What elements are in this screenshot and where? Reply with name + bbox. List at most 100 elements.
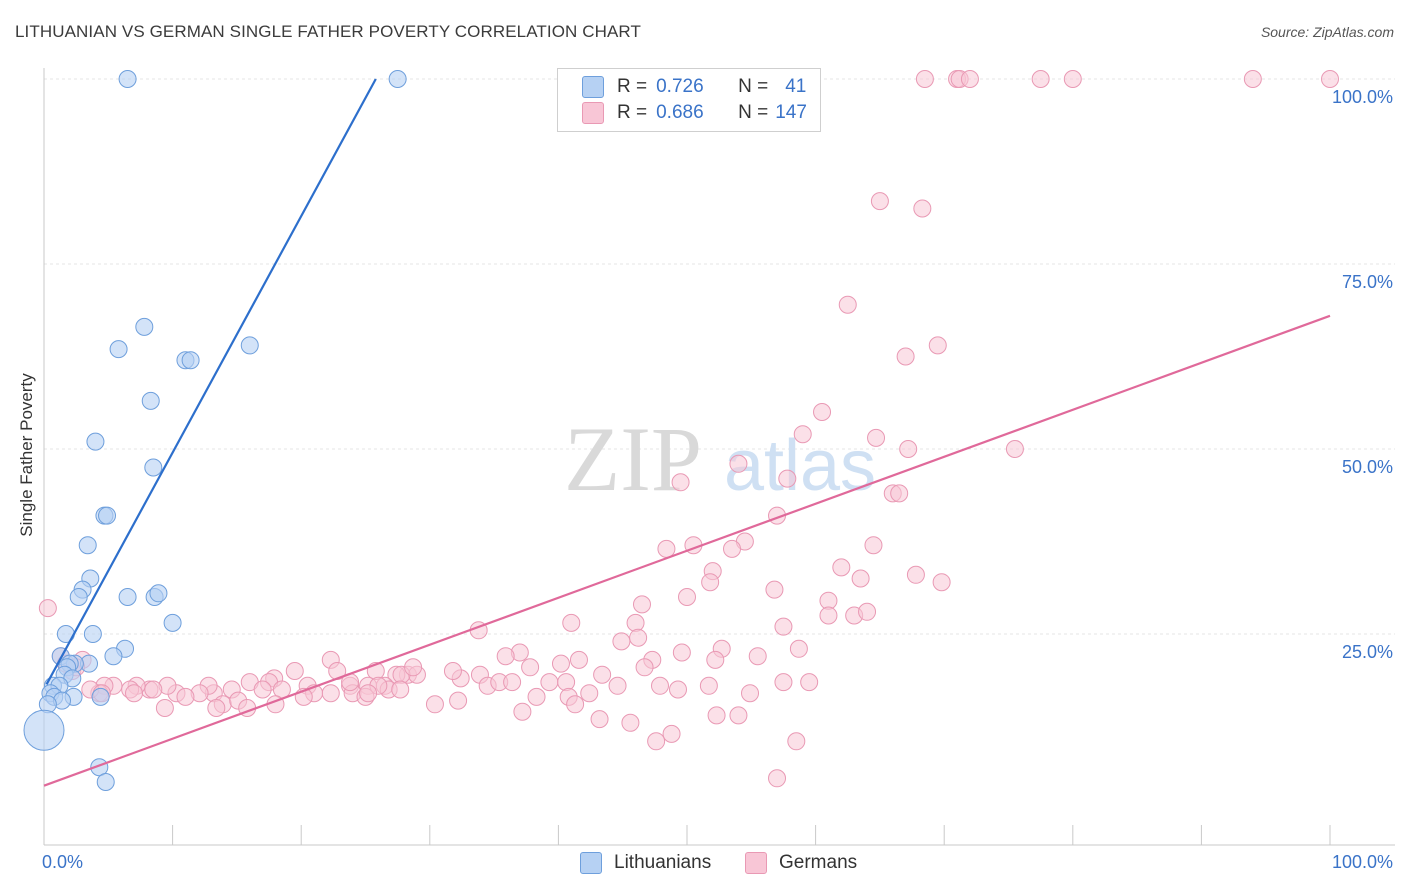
data-point-germans [832, 558, 851, 577]
legend-row-germans: R = 0.686 N = 147 [582, 100, 807, 126]
legend-n-value: 147 [775, 102, 807, 123]
legend-swatch-germans [582, 102, 604, 124]
data-point-germans [527, 687, 546, 706]
data-point-germans [890, 484, 909, 503]
data-point-germans [701, 573, 720, 592]
data-point-germans [858, 602, 877, 621]
data-point-germans [144, 680, 163, 699]
data-point-germans [207, 699, 226, 717]
data-point-germans [789, 639, 808, 658]
data-point-germans [729, 454, 748, 473]
data-point-lithuanians [109, 340, 128, 359]
data-point-lithuanians [181, 351, 200, 370]
series-swatch-lithuanians [580, 852, 602, 874]
data-point-germans [359, 684, 378, 703]
data-point-germans [443, 662, 462, 680]
data-point-germans [774, 673, 793, 692]
data-point-germans [1005, 440, 1024, 458]
data-point-germans [813, 403, 832, 421]
data-point-germans [566, 695, 585, 714]
data-point-germans [404, 658, 423, 677]
y-tick-label: 75.0% [1341, 272, 1393, 292]
data-point-germans [1031, 70, 1050, 88]
data-point-germans [662, 724, 681, 743]
data-point-lithuanians [144, 458, 163, 477]
data-point-lithuanians [91, 687, 110, 706]
data-point-germans [906, 565, 925, 584]
y-tick-label: 25.0% [1341, 642, 1393, 662]
data-point-germans [590, 710, 609, 729]
data-point-germans [125, 684, 144, 703]
data-point-germans [632, 595, 651, 614]
data-point-germans [896, 347, 915, 366]
data-point-germans [285, 662, 304, 680]
data-point-germans [1243, 70, 1262, 88]
data-point-germans [774, 617, 793, 636]
data-point-germans [899, 440, 918, 458]
legend-n-label: N = [738, 102, 769, 123]
series-legend-germans[interactable]: Germans [745, 852, 857, 874]
data-point-lithuanians-cluster [23, 709, 65, 751]
data-point-lithuanians [86, 432, 105, 451]
legend-r-value: 0.686 [656, 102, 704, 123]
data-point-lithuanians [163, 613, 182, 632]
watermark: ZIP atlas [564, 408, 876, 510]
data-point-germans [723, 539, 742, 558]
data-point-germans [635, 658, 654, 677]
y-tick-label: 50.0% [1341, 457, 1393, 477]
data-point-lithuanians [98, 506, 117, 525]
x-tick-label-min: 0.0% [42, 852, 84, 872]
data-point-germans [557, 673, 576, 692]
y-tick-label: 100.0% [1331, 87, 1393, 107]
data-point-germans [838, 295, 857, 314]
x-tick-label-max: 100.0% [1331, 852, 1393, 872]
series-legend-label: Germans [779, 852, 858, 873]
data-point-germans [707, 706, 726, 725]
data-point-germans [778, 469, 797, 488]
data-point-germans [1063, 70, 1082, 88]
data-point-germans [706, 650, 725, 669]
data-point-germans [672, 643, 691, 662]
source-credit: Source: ZipAtlas.com [1260, 24, 1394, 40]
data-point-lithuanians [388, 70, 407, 88]
data-point-germans [425, 695, 444, 714]
legend-r-label: R = [617, 76, 648, 97]
data-point-germans [580, 684, 599, 703]
data-point-germans [503, 673, 522, 692]
data-point-germans [608, 676, 627, 695]
data-point-germans [176, 687, 195, 706]
data-point-germans [915, 70, 934, 88]
data-point-germans [699, 676, 718, 695]
data-point-lithuanians [135, 317, 154, 336]
data-point-lithuanians [118, 588, 137, 606]
data-point-germans [768, 769, 787, 788]
data-point-germans [678, 588, 696, 606]
data-point-germans [612, 632, 631, 651]
data-point-germans [787, 732, 806, 751]
data-point-lithuanians [141, 391, 160, 410]
data-point-lithuanians [96, 773, 115, 791]
data-point-germans [1321, 70, 1339, 88]
data-point-germans [513, 702, 532, 721]
data-point-germans [647, 732, 666, 751]
data-point-germans [867, 428, 886, 447]
data-point-germans [819, 606, 838, 625]
legend-swatch-lithuanians [582, 76, 604, 98]
data-point-lithuanians [69, 588, 88, 606]
series-legend-label: Lithuanians [614, 852, 712, 873]
data-point-germans [155, 699, 174, 717]
data-point-germans [569, 650, 588, 669]
data-point-germans [671, 473, 690, 492]
gridlines [44, 78, 1395, 635]
data-point-germans [657, 539, 676, 558]
series-swatch-germans [745, 852, 767, 874]
data-point-germans [629, 628, 648, 647]
data-point-germans [668, 680, 687, 699]
data-point-germans [593, 665, 612, 684]
data-point-germans [851, 569, 870, 588]
legend-r-label: R = [617, 102, 648, 123]
data-point-germans [391, 680, 410, 699]
data-point-germans [932, 573, 951, 592]
data-point-germans [496, 647, 515, 666]
series-legend-lithuanians[interactable]: Lithuanians [580, 852, 711, 874]
